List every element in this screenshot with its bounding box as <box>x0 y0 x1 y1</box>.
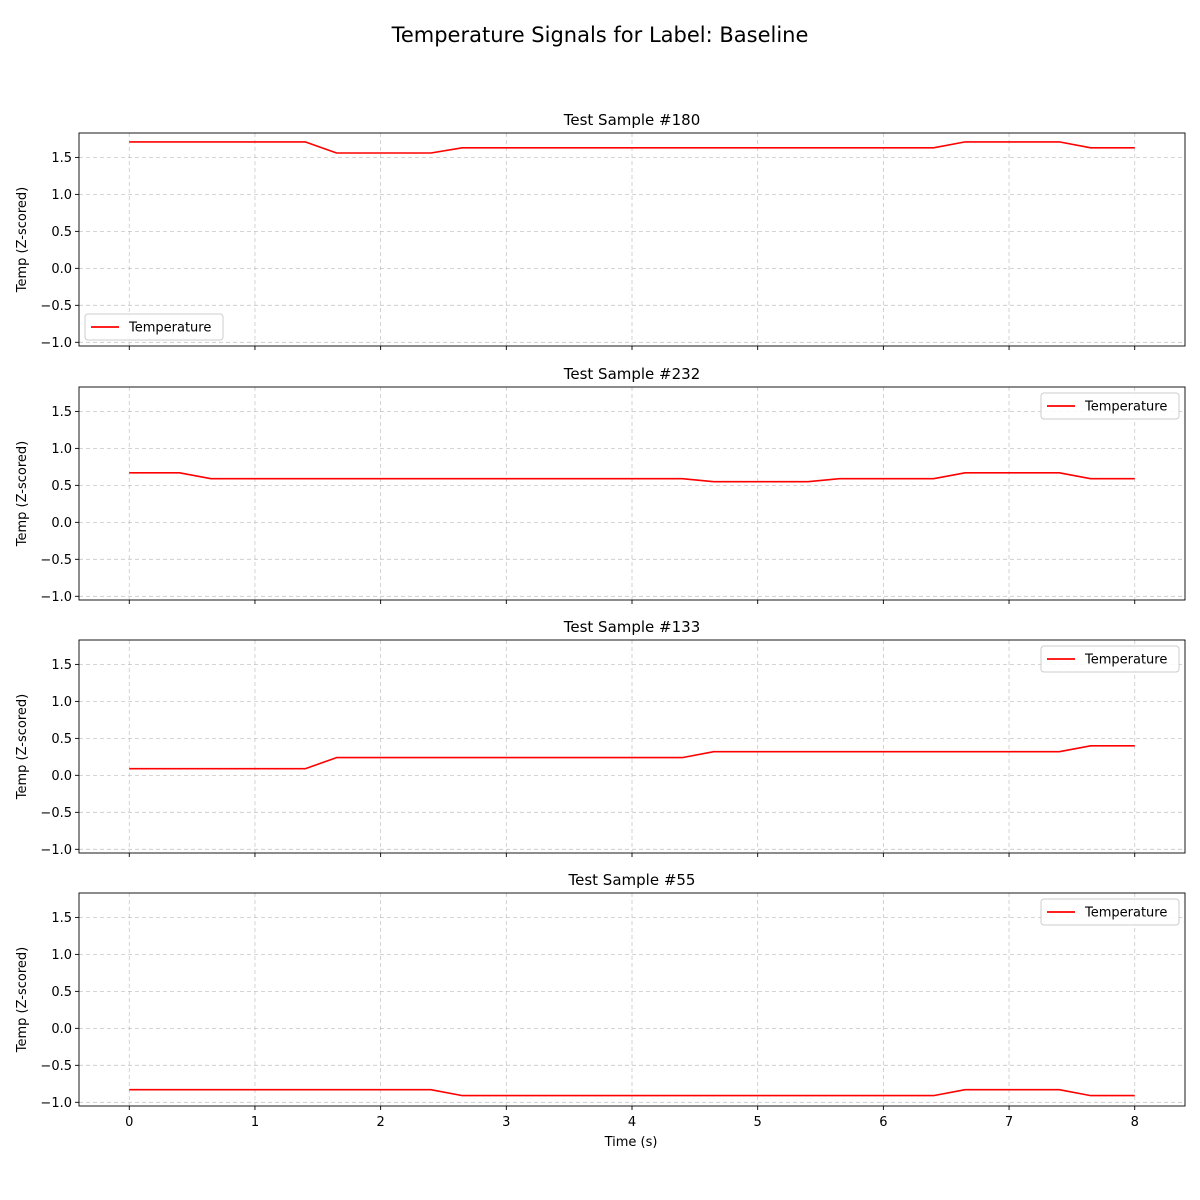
subplot-title: Test Sample #133 <box>563 618 701 636</box>
grid <box>79 133 1185 346</box>
y-tick-label: 0.0 <box>51 1022 72 1037</box>
x-tick-label: 4 <box>628 1115 636 1130</box>
y-tick-label: −1.0 <box>40 843 72 858</box>
y-axis-label: Temp (Z-scored) <box>15 441 30 547</box>
grid <box>79 387 1185 600</box>
x-tick-label: 2 <box>376 1115 384 1130</box>
x-tick-label: 5 <box>754 1115 762 1130</box>
subplot-2: 1.5 1.0 0.5 0.0 −0.5 −1.0 Test Sample #232 Temp… <box>15 365 1186 605</box>
legend-box <box>1040 898 1180 926</box>
grid <box>79 893 1185 1106</box>
temperature-line <box>129 471 1135 483</box>
y-tick-label: 1.0 <box>51 442 72 457</box>
temperature-line <box>129 744 1135 770</box>
x-tick-label: 8 <box>1131 1115 1139 1130</box>
y-tick-label: 1.0 <box>51 695 72 710</box>
temperature-line <box>129 1088 1135 1097</box>
y-tick-label: 1.5 <box>51 151 72 166</box>
y-tick-label: 1.5 <box>51 658 72 673</box>
legend: Temperature <box>84 313 224 341</box>
y-tick-label: 0.5 <box>51 225 72 240</box>
subplot-1: 1.5 1.0 0.5 0.0 −0.5 −1.0 Test Sample #180 Temp… <box>15 111 1186 351</box>
x-tick-label: 3 <box>502 1115 510 1130</box>
y-tick-label: 1.0 <box>51 188 72 203</box>
legend: Temperature <box>1040 392 1180 420</box>
y-axis-label: Temp (Z-scored) <box>15 187 30 293</box>
x-tick-label: 1 <box>251 1115 259 1130</box>
y-tick-label: −0.5 <box>40 806 72 821</box>
y-tick-label: 1.5 <box>51 911 72 926</box>
y-tick-label: −0.5 <box>40 299 72 314</box>
y-tick-label: 1.0 <box>51 948 72 963</box>
y-axis-label: Temp (Z-scored) <box>15 947 30 1053</box>
x-tick-label: 6 <box>879 1115 887 1130</box>
subplot-3: 1.5 1.0 0.5 0.0 −0.5 −1.0 Test Sample #133 Temp… <box>15 618 1186 858</box>
legend-label: Temperature <box>1084 400 1167 415</box>
grid <box>79 640 1185 853</box>
subplot-4: 1.5 1.0 0.5 0.0 −0.5 −1.0 0 1 2 3 4 5 6 7 8 Test Sample… <box>15 871 1186 1130</box>
subplot-title: Test Sample #55 <box>568 871 696 889</box>
legend: Temperature <box>1040 898 1180 926</box>
figure-title: Temperature Signals for Label: Baseline <box>391 23 809 47</box>
y-tick-label: 0.5 <box>51 985 72 1000</box>
legend-label: Temperature <box>1084 906 1167 921</box>
y-tick-label: 0.5 <box>51 732 72 747</box>
y-tick-label: −1.0 <box>40 1096 72 1111</box>
y-tick-label: −1.0 <box>40 590 72 605</box>
y-tick-label: −0.5 <box>40 553 72 568</box>
x-axis-label: Time (s) <box>604 1135 658 1150</box>
y-tick-label: 0.0 <box>51 262 72 277</box>
y-tick-label: 0.0 <box>51 516 72 531</box>
y-tick-label: 0.0 <box>51 769 72 784</box>
legend-label: Temperature <box>1084 653 1167 668</box>
y-tick-label: −0.5 <box>40 1059 72 1074</box>
subplot-title: Test Sample #180 <box>563 111 701 129</box>
y-tick-label: −1.0 <box>40 336 72 351</box>
subplot-title: Test Sample #232 <box>563 365 701 383</box>
x-tick-label: 0 <box>125 1115 133 1130</box>
x-tick-label: 7 <box>1005 1115 1013 1130</box>
legend-label: Temperature <box>128 321 211 336</box>
legend-box <box>1040 392 1180 420</box>
temperature-line <box>129 141 1135 154</box>
y-tick-label: 1.5 <box>51 405 72 420</box>
legend-box <box>1040 645 1180 673</box>
legend: Temperature <box>1040 645 1180 673</box>
legend-box <box>84 313 224 341</box>
y-tick-label: 0.5 <box>51 479 72 494</box>
y-axis-label: Temp (Z-scored) <box>15 694 30 800</box>
subplots: 1.5 1.0 0.5 0.0 −0.5 −1.0 Test Sample #180 Temp… <box>15 111 1186 1130</box>
